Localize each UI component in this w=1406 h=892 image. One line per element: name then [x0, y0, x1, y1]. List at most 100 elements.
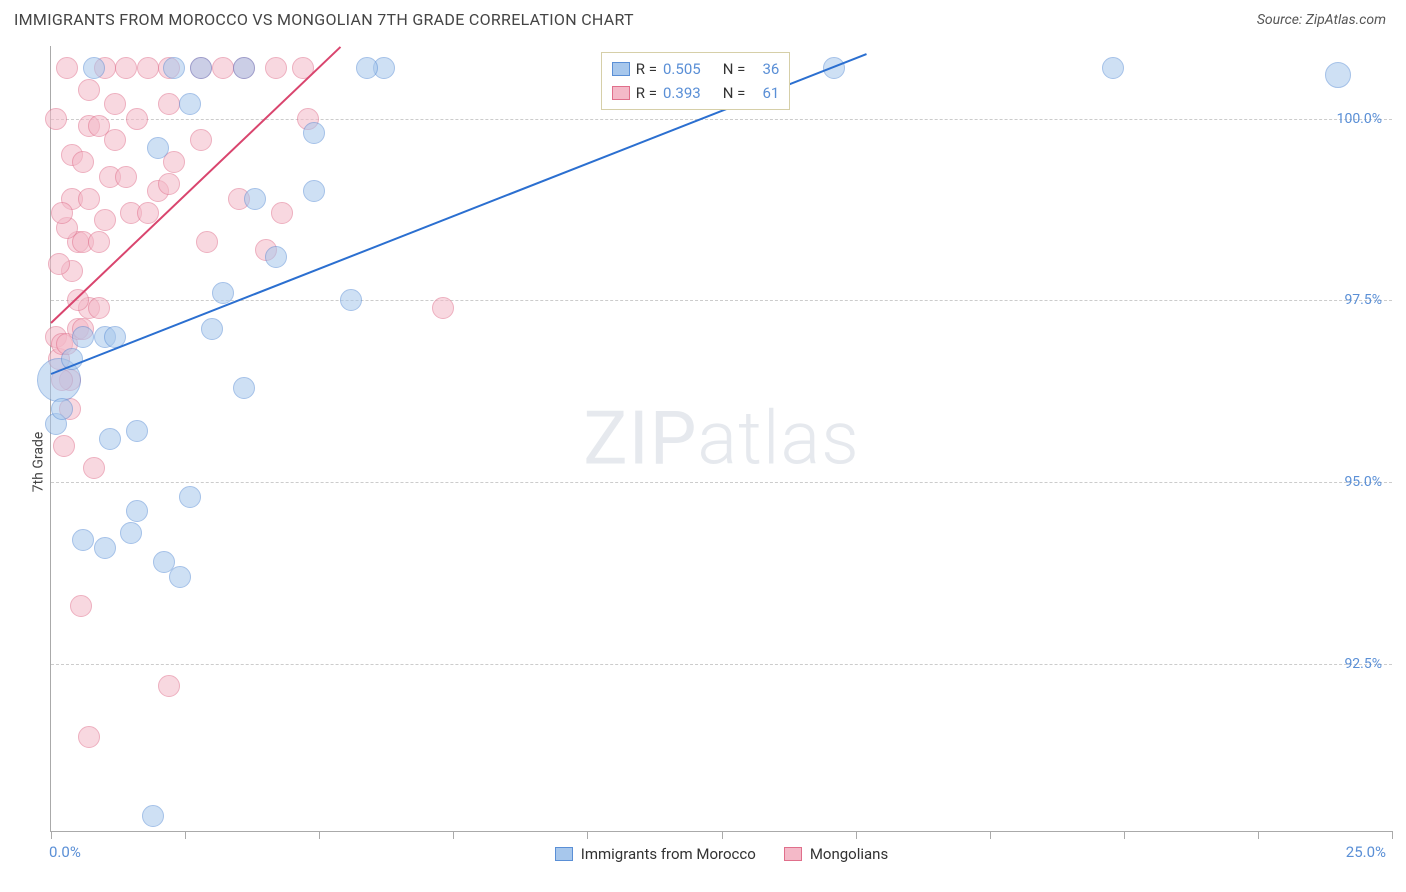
- scatter-point-morocco: [356, 57, 378, 79]
- scatter-point-mongolians: [78, 726, 100, 748]
- chart-header: IMMIGRANTS FROM MOROCCO VS MONGOLIAN 7TH…: [0, 0, 1406, 35]
- n-value: 36: [751, 57, 779, 81]
- scatter-point-morocco: [179, 93, 201, 115]
- y-tick-label: 100.0%: [1337, 111, 1382, 127]
- scatter-point-morocco: [340, 289, 362, 311]
- scatter-point-mongolians: [115, 57, 137, 79]
- scatter-point-morocco: [94, 537, 116, 559]
- x-tick: [319, 831, 320, 839]
- legend-swatch-icon: [555, 847, 573, 861]
- scatter-point-morocco: [1102, 57, 1124, 79]
- x-tick: [453, 831, 454, 839]
- scatter-point-morocco: [83, 57, 105, 79]
- chart-source: Source: ZipAtlas.com: [1257, 12, 1386, 28]
- gridline-horizontal: [51, 482, 1392, 483]
- scatter-point-morocco: [179, 486, 201, 508]
- y-tick-label: 95.0%: [1344, 474, 1382, 490]
- scatter-point-mongolians: [158, 173, 180, 195]
- scatter-point-morocco: [265, 246, 287, 268]
- r-value: 0.393: [663, 81, 701, 105]
- x-tick: [856, 831, 857, 839]
- x-tick: [185, 831, 186, 839]
- correlation-legend: R = 0.505 N =36 R = 0.393 N =61: [601, 52, 791, 110]
- watermark: ZIPatlas: [583, 395, 859, 482]
- series-legend-item: Immigrants from Morocco: [555, 845, 756, 863]
- correlation-legend-row-morocco: R = 0.505 N =36: [612, 57, 780, 81]
- scatter-point-mongolians: [72, 151, 94, 173]
- legend-swatch-icon: [612, 62, 630, 76]
- x-tick: [722, 831, 723, 839]
- chart-title: IMMIGRANTS FROM MOROCCO VS MONGOLIAN 7TH…: [14, 10, 634, 29]
- x-tick: [1392, 831, 1393, 839]
- scatter-point-mongolians: [432, 297, 454, 319]
- x-tick: [1258, 831, 1259, 839]
- scatter-point-morocco: [233, 377, 255, 399]
- scatter-point-morocco: [233, 57, 255, 79]
- scatter-point-mongolians: [78, 79, 100, 101]
- n-label: N =: [723, 57, 746, 81]
- correlation-legend-row-mongolians: R = 0.393 N =61: [612, 81, 780, 105]
- watermark-bold: ZIP: [583, 395, 697, 482]
- scatter-point-morocco: [99, 428, 121, 450]
- scatter-point-mongolians: [88, 231, 110, 253]
- scatter-point-morocco: [303, 122, 325, 144]
- gridline-horizontal: [51, 300, 1392, 301]
- scatter-point-mongolians: [104, 93, 126, 115]
- x-tick: [1124, 831, 1125, 839]
- scatter-point-mongolians: [70, 595, 92, 617]
- scatter-point-mongolians: [67, 289, 89, 311]
- chart-container: 7th Grade ZIPatlas 0.0% 25.0% Immigrants…: [14, 46, 1392, 878]
- scatter-point-morocco: [163, 57, 185, 79]
- n-label: N =: [723, 81, 746, 105]
- scatter-point-morocco: [169, 566, 191, 588]
- scatter-point-morocco: [142, 805, 164, 827]
- scatter-point-morocco: [147, 137, 169, 159]
- watermark-rest: atlas: [697, 395, 859, 482]
- scatter-point-morocco: [1325, 62, 1351, 88]
- y-axis-label: 7th Grade: [30, 432, 46, 493]
- scatter-point-mongolians: [51, 202, 73, 224]
- series-legend: Immigrants from Morocco Mongolians: [51, 845, 1392, 863]
- legend-swatch-icon: [784, 847, 802, 861]
- scatter-point-mongolians: [104, 129, 126, 151]
- scatter-point-mongolians: [126, 108, 148, 130]
- scatter-point-morocco: [126, 420, 148, 442]
- r-label: R =: [636, 81, 657, 105]
- series-legend-label: Immigrants from Morocco: [581, 845, 756, 863]
- y-tick-label: 97.5%: [1344, 292, 1382, 308]
- scatter-point-mongolians: [88, 297, 110, 319]
- x-tick: [990, 831, 991, 839]
- scatter-point-morocco: [72, 326, 94, 348]
- r-value: 0.505: [663, 57, 701, 81]
- scatter-point-mongolians: [53, 435, 75, 457]
- scatter-point-mongolians: [94, 209, 116, 231]
- scatter-point-mongolians: [137, 57, 159, 79]
- scatter-point-morocco: [244, 188, 266, 210]
- scatter-point-morocco: [51, 398, 73, 420]
- scatter-point-morocco: [201, 318, 223, 340]
- n-value: 61: [751, 81, 779, 105]
- x-tick: [51, 831, 52, 839]
- scatter-point-mongolians: [196, 231, 218, 253]
- scatter-point-mongolians: [56, 57, 78, 79]
- scatter-point-morocco: [212, 282, 234, 304]
- scatter-point-morocco: [303, 180, 325, 202]
- scatter-point-mongolians: [190, 129, 212, 151]
- scatter-point-morocco: [72, 529, 94, 551]
- scatter-point-mongolians: [48, 253, 70, 275]
- gridline-horizontal: [51, 664, 1392, 665]
- scatter-point-mongolians: [158, 675, 180, 697]
- scatter-point-morocco: [190, 57, 212, 79]
- scatter-point-mongolians: [115, 166, 137, 188]
- x-tick: [587, 831, 588, 839]
- r-label: R =: [636, 57, 657, 81]
- series-legend-label: Mongolians: [810, 845, 888, 863]
- scatter-point-morocco: [126, 500, 148, 522]
- scatter-point-mongolians: [78, 188, 100, 210]
- scatter-point-mongolians: [212, 57, 234, 79]
- scatter-point-mongolians: [83, 457, 105, 479]
- gridline-horizontal: [51, 119, 1392, 120]
- scatter-point-morocco: [120, 522, 142, 544]
- legend-swatch-icon: [612, 86, 630, 100]
- scatter-point-mongolians: [265, 57, 287, 79]
